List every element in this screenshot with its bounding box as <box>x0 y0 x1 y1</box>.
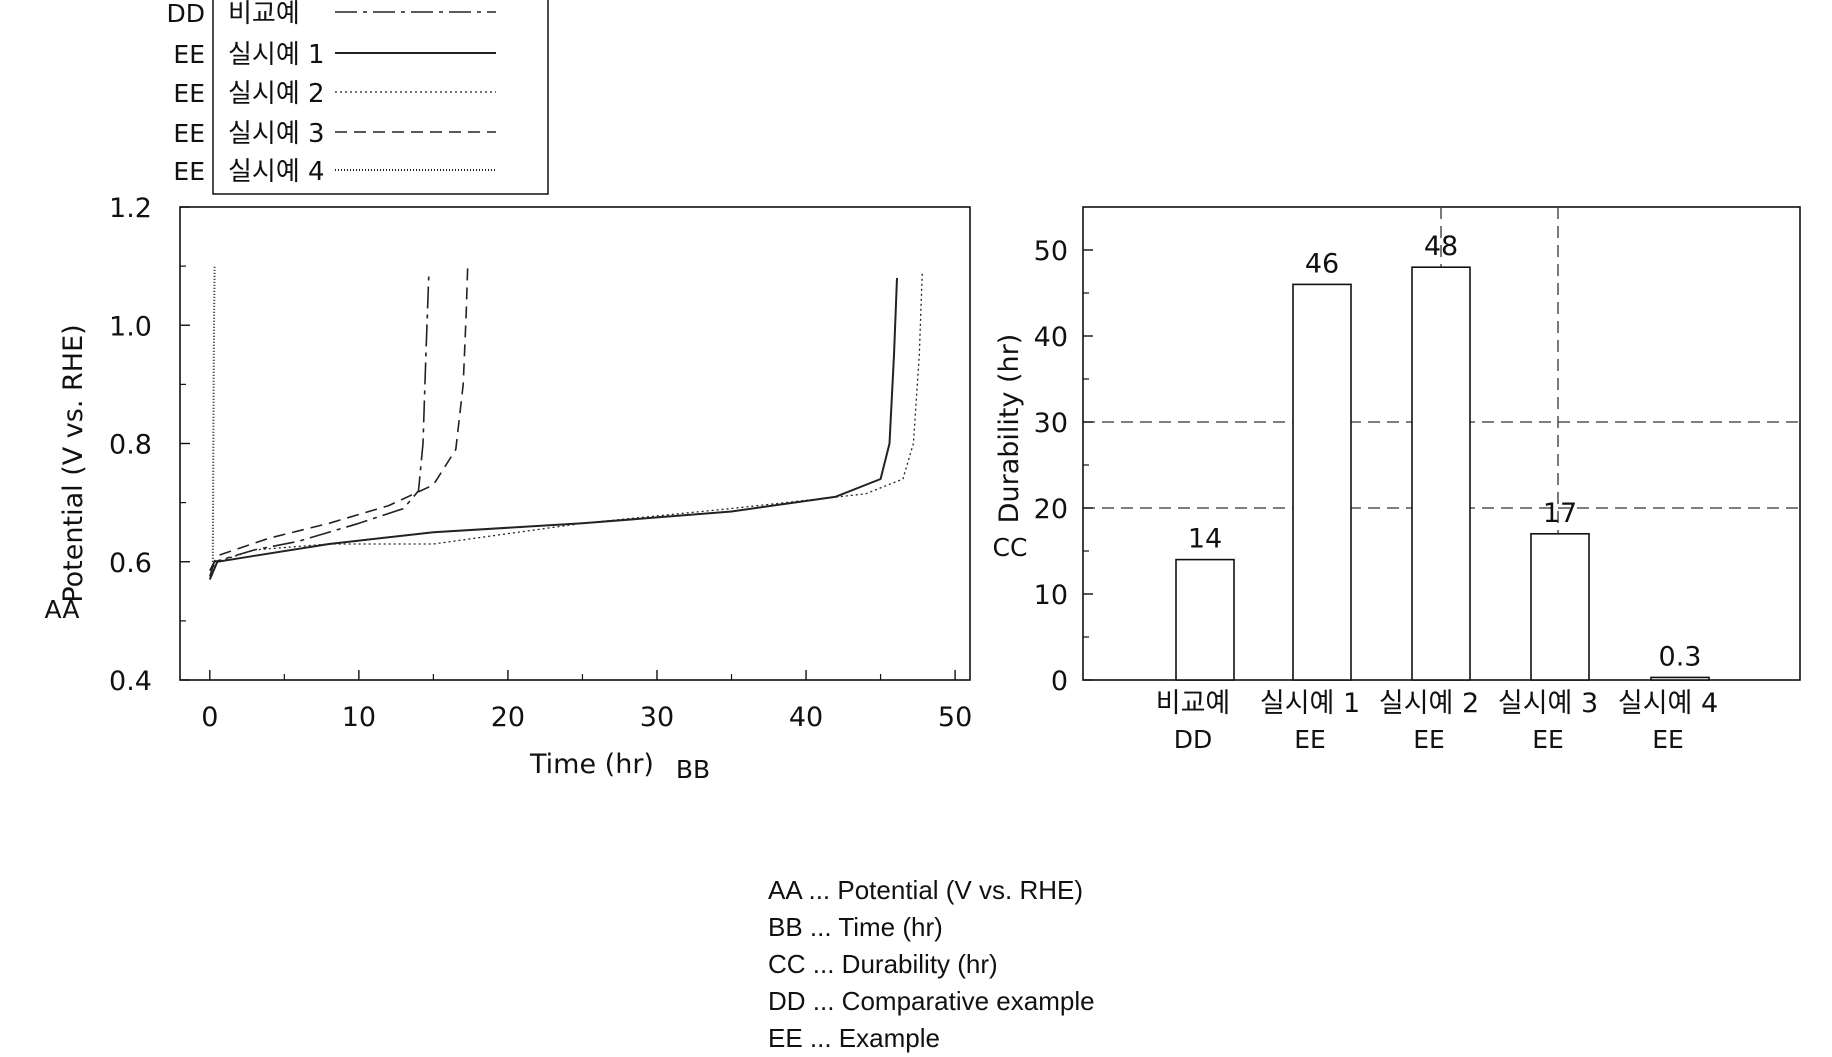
series-line <box>210 266 468 570</box>
bar-value-label: 17 <box>1543 498 1577 529</box>
x-tick-label: 0 <box>201 702 218 733</box>
y-axis-title: Potential (V vs. RHE) <box>58 324 89 602</box>
potential-line-chart: 0.4 0.6 0.8 1.0 1.2 0 10 20 30 40 50 Potential (V v… <box>45 193 973 784</box>
figure-canvas: DD 비교예 EE 실시예 1 EE 실시예 2 EE 실시예 3 EE 실시예 4 0.4 0.6… <box>0 0 1832 986</box>
x-tick-label: 40 <box>789 702 823 733</box>
y-tick-label: 20 <box>1034 494 1068 525</box>
y-tick-label: 10 <box>1034 580 1068 611</box>
plot-frame <box>180 207 970 680</box>
y-tick-label: 40 <box>1034 322 1068 353</box>
bar <box>1651 677 1709 680</box>
y-tick-label: 50 <box>1034 236 1068 267</box>
y-tick-label: 1.0 <box>109 311 152 342</box>
legend-label: 실시예 3 <box>228 119 325 149</box>
x-tick-label: 20 <box>491 702 525 733</box>
legend-tag: DD <box>166 0 205 28</box>
category-tag: EE <box>1652 725 1684 754</box>
x-axis-tag: BB <box>676 755 710 784</box>
bar <box>1293 284 1351 680</box>
legend-tag: EE <box>173 157 205 186</box>
category-tag: EE <box>1413 725 1445 754</box>
bar-value-label: 46 <box>1305 248 1339 279</box>
y-axis-tag: CC <box>993 533 1028 562</box>
x-tick-label: 10 <box>342 702 376 733</box>
bar <box>1412 267 1470 680</box>
note-line: CC ... Durability (hr) <box>768 946 1095 983</box>
y-tick-label: 30 <box>1034 408 1068 439</box>
category-tag: EE <box>1294 725 1326 754</box>
y-tick-label: 0.4 <box>109 666 152 697</box>
legend-label: 실시예 4 <box>228 157 325 187</box>
abbreviation-notes: AA ... Potential (V vs. RHE) BB ... Time… <box>768 872 1095 1057</box>
legend-tag: EE <box>173 40 205 69</box>
legend-label: 실시예 2 <box>228 79 325 109</box>
note-line: AA ... Potential (V vs. RHE) <box>768 872 1095 909</box>
y-axis-title: Durability (hr) <box>994 334 1025 524</box>
x-axis-title: Time (hr) <box>529 749 654 780</box>
legend-tag: EE <box>173 79 205 108</box>
durability-bar-chart: 0 10 20 30 40 50 Durability (hr) CC 14 비교예 DD 46 실시예… <box>993 207 1800 754</box>
category-tag: DD <box>1174 725 1213 754</box>
y-axis-tag: AA <box>45 595 80 624</box>
category-label: 비교예 <box>1156 688 1231 719</box>
note-line: BB ... Time (hr) <box>768 909 1095 946</box>
series-line <box>210 272 429 577</box>
x-tick-label: 30 <box>640 702 674 733</box>
y-tick-label: 0 <box>1051 666 1068 697</box>
bar <box>1531 534 1589 680</box>
y-tick-label: 0.8 <box>109 430 152 461</box>
legend-label: 실시예 1 <box>228 40 325 70</box>
series-line <box>210 278 897 580</box>
category-label: 실시예 1 <box>1260 688 1360 719</box>
bar-value-label: 48 <box>1424 231 1458 262</box>
legend-tag: EE <box>173 119 205 148</box>
bar <box>1176 560 1234 680</box>
y-tick-label: 0.6 <box>109 548 152 579</box>
legend-label: 비교예 <box>228 0 300 29</box>
category-label: 실시예 4 <box>1618 688 1718 719</box>
category-label: 실시예 3 <box>1498 688 1598 719</box>
note-line: EE ... Example <box>768 1020 1095 1057</box>
note-line: DD ... Comparative example <box>768 983 1095 1020</box>
y-tick-label: 1.2 <box>109 193 152 224</box>
bar-value-label: 0.3 <box>1659 641 1702 672</box>
category-tag: EE <box>1532 725 1564 754</box>
series-line <box>213 266 215 562</box>
line-chart-legend: DD 비교예 EE 실시예 1 EE 실시예 2 EE 실시예 3 EE 실시예 4 <box>166 0 548 194</box>
bar-value-label: 14 <box>1188 524 1222 555</box>
x-tick-label: 50 <box>938 702 972 733</box>
category-label: 실시예 2 <box>1379 688 1479 719</box>
